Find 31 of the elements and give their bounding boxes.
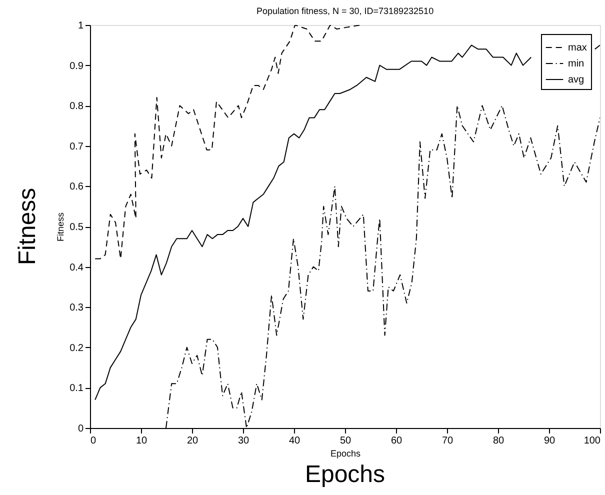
x-tick-label: 80 bbox=[492, 436, 504, 446]
y-tick-label: 0.5 bbox=[70, 222, 84, 233]
x-tick-label: 20 bbox=[186, 436, 198, 446]
y-tick-label: 0.6 bbox=[70, 182, 84, 193]
x-tick-label: 90 bbox=[544, 436, 556, 446]
x-tick-label: 100 bbox=[584, 436, 601, 446]
x-tick-label: 60 bbox=[390, 436, 402, 446]
y-tick-label: 0.3 bbox=[70, 302, 84, 314]
x-tick-label: 50 bbox=[340, 436, 352, 446]
y-tick-label: 0.4 bbox=[70, 262, 84, 274]
x-tick-label: 30 bbox=[238, 436, 250, 446]
legend-label: avg bbox=[568, 74, 584, 86]
y-axis-title: Fitness bbox=[56, 212, 66, 242]
y-tick-label: 1 bbox=[78, 20, 84, 32]
x-tick-label: 10 bbox=[136, 436, 148, 446]
y-tick-label: 0.2 bbox=[70, 342, 84, 354]
y-tick-label: 0.9 bbox=[70, 60, 84, 72]
text: Epochs bbox=[304, 461, 386, 488]
y-tick-label: 0.8 bbox=[70, 101, 84, 112]
y-tick-label: 0.7 bbox=[70, 141, 84, 152]
y-tick-label: 0.1 bbox=[70, 383, 84, 394]
chart-title: Population fitness, N = 30, ID=73189232510 bbox=[256, 6, 434, 16]
x-axis-title: Epochs bbox=[330, 448, 362, 458]
line-series bbox=[94, 25, 361, 260]
x-tick-label: 70 bbox=[442, 436, 454, 446]
text: Fitness bbox=[14, 188, 41, 266]
legend-label: min bbox=[568, 58, 584, 70]
y-tick-label: 0 bbox=[78, 424, 84, 434]
legend-label: max bbox=[568, 42, 587, 54]
x-tick-label: 40 bbox=[288, 436, 300, 446]
x-tick-label: 0 bbox=[90, 436, 96, 446]
